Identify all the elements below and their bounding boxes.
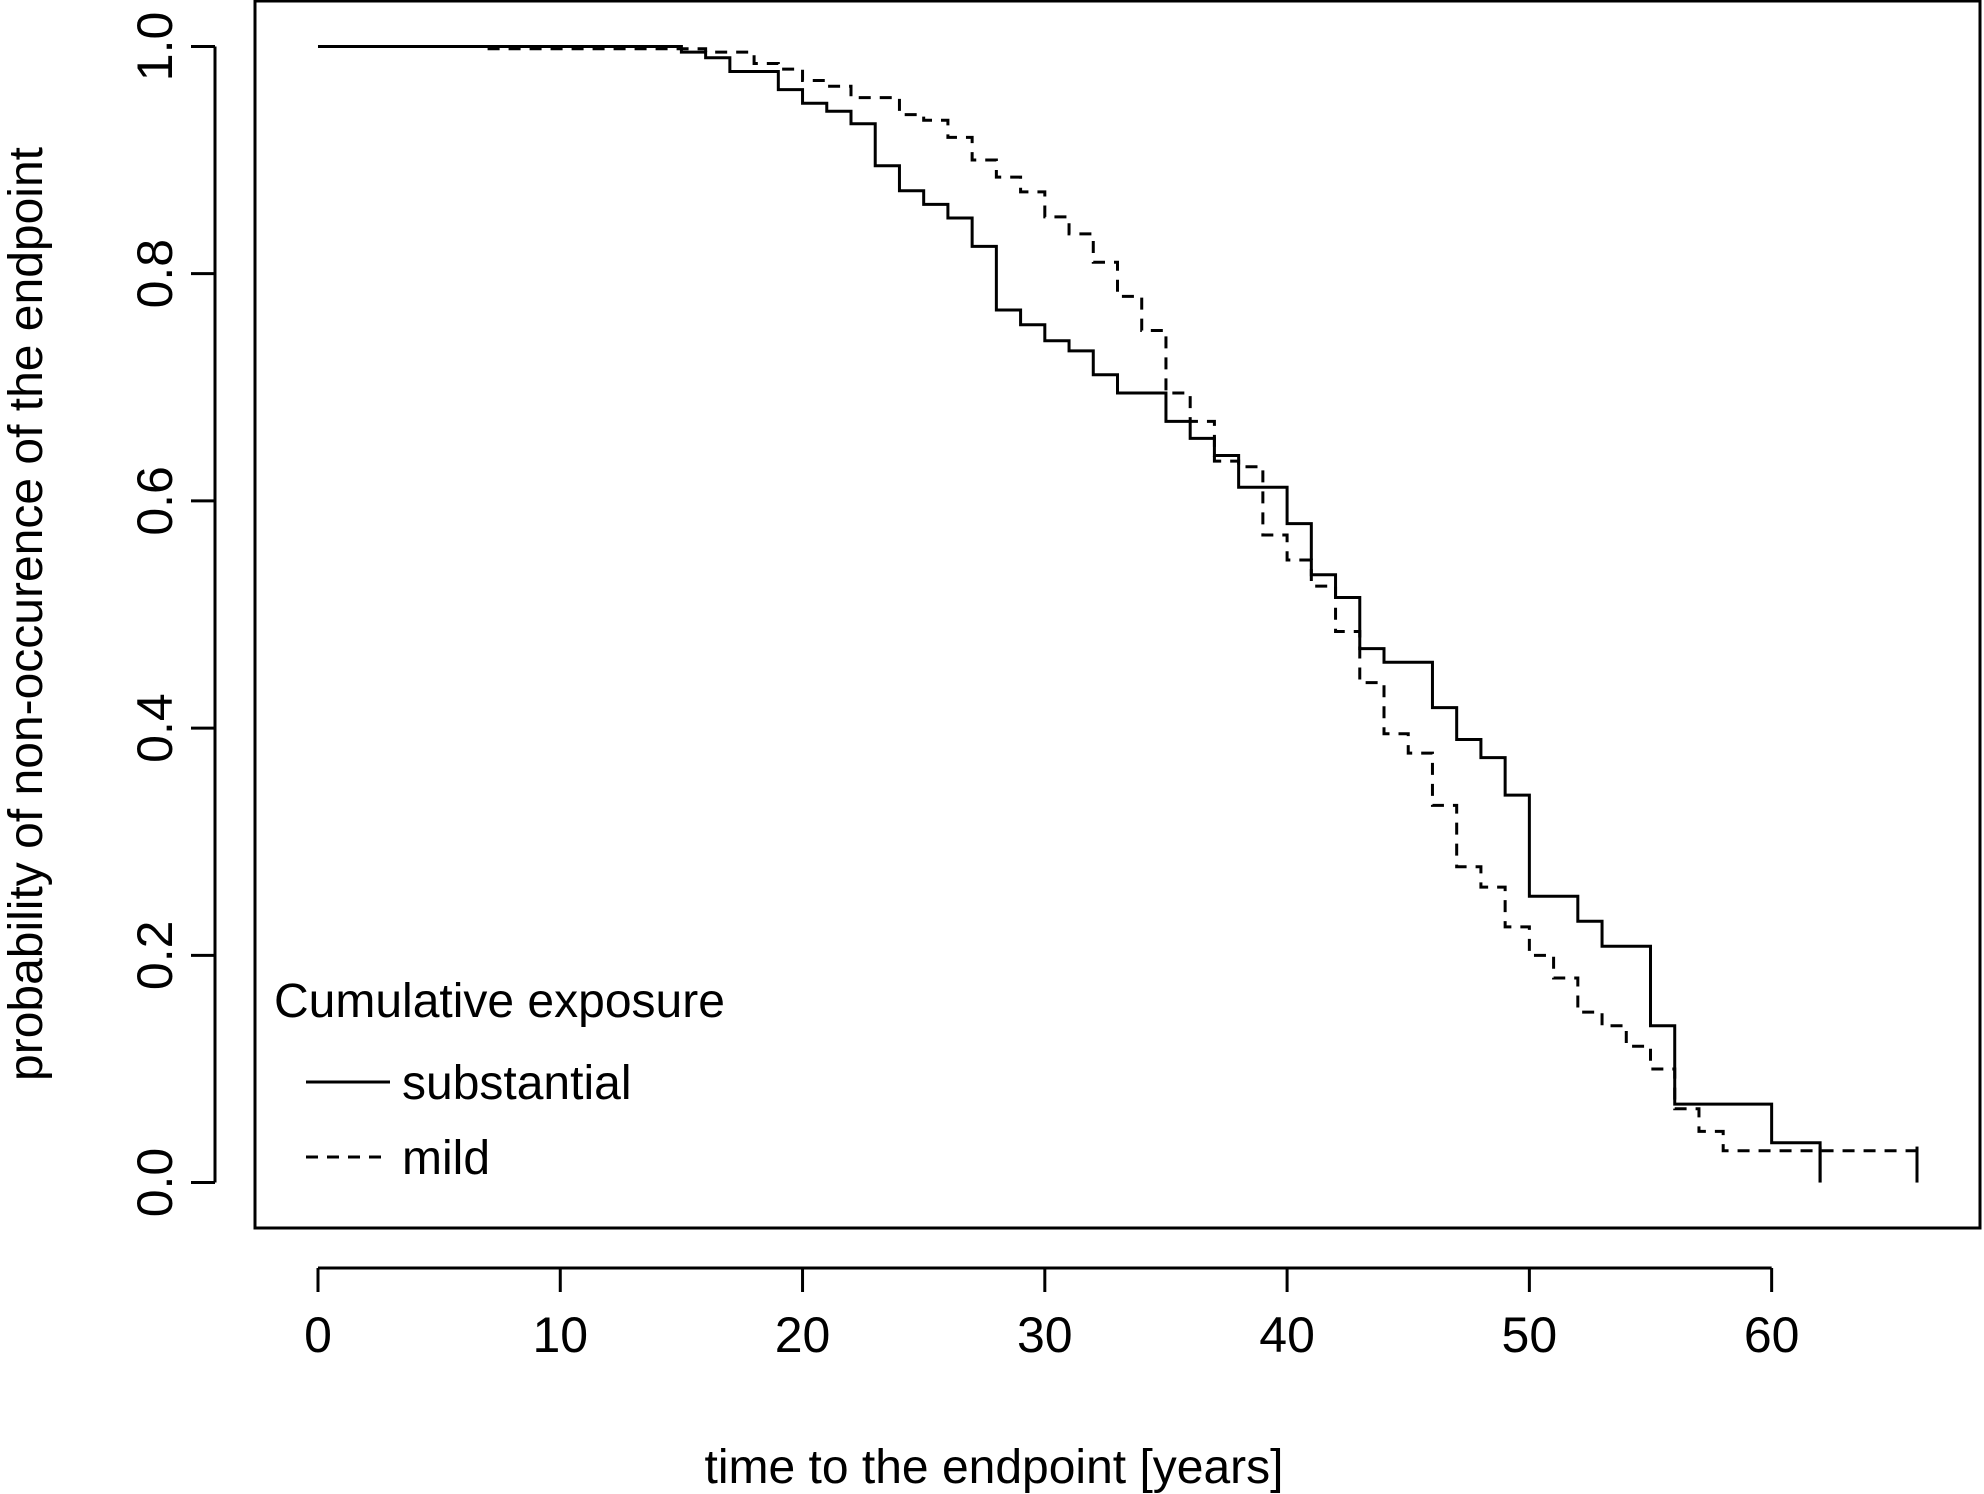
y-tick-label: 0.2 [127,921,183,991]
series-layer [317,44,1919,1183]
legend-label-mild: mild [402,1132,490,1185]
y-axis-title: probability of non-occurence of the endp… [0,147,53,1081]
x-tick-label: 0 [304,1307,332,1363]
y-tick-label: 0.8 [127,239,183,309]
x-tick-label: 50 [1502,1307,1558,1363]
x-tick-label: 60 [1744,1307,1800,1363]
series-substantial-line [317,44,1822,1183]
y-axis: 0.0 0.2 0.4 0.6 0.8 1.0 [127,12,217,1218]
y-tick-label: 0.0 [127,1148,183,1218]
x-tick-label: 40 [1259,1307,1315,1363]
x-axis: 0 10 20 30 40 50 60 [304,1266,1800,1363]
legend-label-substantial: substantial [402,1057,631,1110]
legend-title: Cumulative exposure [274,975,725,1028]
plot-frame [253,0,1982,1230]
y-tick-label: 0.4 [127,693,183,763]
x-tick-label: 30 [1017,1307,1073,1363]
legend: Cumulative exposure substantial mild [274,975,725,1185]
y-tick-label: 1.0 [127,12,183,82]
x-tick-label: 20 [775,1307,831,1363]
x-tick-label: 10 [532,1307,588,1363]
x-axis-title: time to the endpoint [years] [705,1441,1284,1494]
y-tick-label: 0.6 [127,466,183,536]
